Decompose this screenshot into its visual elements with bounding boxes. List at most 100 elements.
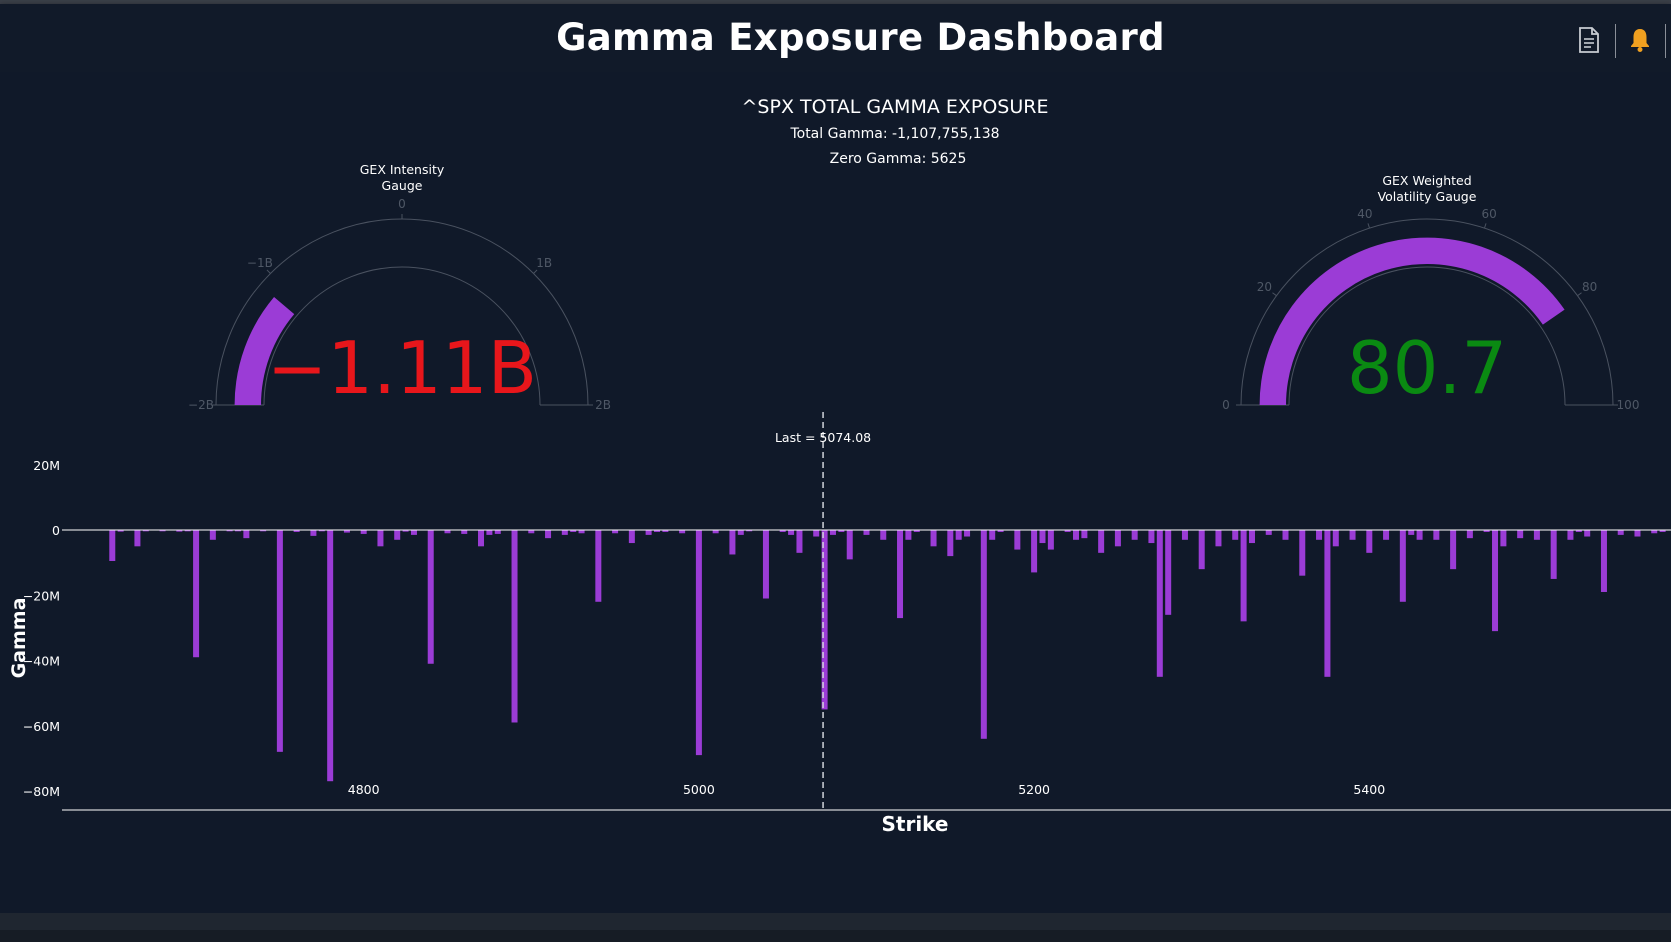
gamma-bar <box>1600 530 1607 592</box>
gamma-bar <box>209 530 216 540</box>
gauge-tick-label: 80 <box>1582 280 1597 294</box>
gauge-title-line2: Volatility Gauge <box>1378 189 1477 204</box>
gamma-bar <box>1156 530 1163 677</box>
gamma-bar <box>1081 530 1088 539</box>
gauge-tick-label: 2B <box>595 398 611 412</box>
x-tick-label: 5400 <box>1353 782 1385 797</box>
gamma-bar <box>1483 530 1490 532</box>
gamma-bar <box>964 530 971 537</box>
gamma-bar <box>1349 530 1356 540</box>
gauge-tick-label: −2B <box>188 398 214 412</box>
gamma-bar <box>377 530 384 547</box>
gamma-bar <box>176 530 183 532</box>
document-button[interactable] <box>1573 22 1605 58</box>
gamma-bar <box>1316 530 1323 540</box>
gamma-bar <box>494 530 501 534</box>
gamma-bar <box>427 530 434 664</box>
gamma-bar <box>595 530 602 602</box>
gamma-bar <box>989 530 996 540</box>
gamma-bar <box>737 530 744 535</box>
y-tick-label: −60M <box>23 719 60 734</box>
gauge-tick-label: 40 <box>1357 207 1372 221</box>
document-icon <box>1579 27 1599 53</box>
gamma-bar <box>1450 530 1457 570</box>
gamma-bar <box>394 530 401 540</box>
gauge-tick-label: 0 <box>1222 398 1230 412</box>
gamma-bar <box>846 530 853 560</box>
gamma-bar <box>1073 530 1080 540</box>
gamma-bar <box>1492 530 1499 632</box>
gamma-bar <box>863 530 870 535</box>
gamma-bar <box>880 530 887 540</box>
gamma-bar <box>662 530 669 532</box>
last-price-label: Last = 5074.08 <box>775 430 871 445</box>
gauge-value-bar <box>234 297 295 406</box>
gamma-bar <box>226 530 233 532</box>
gauge-value-text: −1.11B <box>267 326 537 410</box>
gamma-bar <box>955 530 962 540</box>
gamma-bar <box>980 530 987 739</box>
gamma-bar <box>260 530 267 532</box>
gamma-bar <box>1240 530 1247 622</box>
gamma-bar <box>1215 530 1222 547</box>
gauge-tick-label: 100 <box>1617 398 1640 412</box>
y-tick-label: 20M <box>33 458 60 473</box>
gamma-bar <box>1232 530 1239 540</box>
gauge-value-bar <box>1259 237 1565 406</box>
gamma-bar <box>679 530 686 534</box>
gex-intensity-gauge: GEX Intensity Gauge −2B −1B 0 1B 2B −1.11B <box>188 162 611 412</box>
x-tick-label: 5000 <box>683 782 715 797</box>
gamma-bar <box>327 530 334 782</box>
notifications-button[interactable] <box>1624 22 1656 58</box>
y-axis-label: Gamma <box>8 598 30 679</box>
gamma-bar <box>695 530 702 756</box>
gamma-bar <box>612 530 619 534</box>
gamma-bar <box>1408 530 1415 535</box>
gamma-bar <box>712 530 719 534</box>
gamma-bar <box>402 530 409 532</box>
gamma-bar <box>1399 530 1406 602</box>
gamma-bar <box>1098 530 1105 553</box>
gamma-bar <box>1181 530 1188 540</box>
gauge-tick-label: 60 <box>1481 207 1496 221</box>
gamma-bar <box>243 530 250 539</box>
dashboard-panel: ^SPX TOTAL GAMMA EXPOSURE Total Gamma: -… <box>0 72 1671 913</box>
y-tick-label: −20M <box>23 588 60 603</box>
gamma-bar <box>1584 530 1591 537</box>
gauge-tick <box>1367 223 1370 229</box>
gamma-bar <box>486 530 493 535</box>
gamma-bar <box>545 530 552 539</box>
gamma-bar <box>1659 530 1666 532</box>
gauge-tick-label: −1B <box>247 256 273 270</box>
gamma-chart: ^SPX TOTAL GAMMA EXPOSURE Total Gamma: -… <box>8 96 1671 836</box>
total-gamma-text: Total Gamma: -1,107,755,138 <box>789 126 999 142</box>
x-axis-label: Strike <box>881 812 948 836</box>
gamma-bar <box>360 530 367 534</box>
gamma-bar <box>134 530 141 547</box>
gamma-bar <box>1383 530 1390 540</box>
gauge-value-text: 80.7 <box>1347 326 1507 410</box>
summary-title: ^SPX TOTAL GAMMA EXPOSURE <box>742 96 1049 118</box>
footer-strip <box>0 930 1671 942</box>
bell-icon <box>1631 29 1649 52</box>
gamma-bar <box>913 530 920 532</box>
gamma-bar <box>1324 530 1331 677</box>
gamma-bar <box>1500 530 1507 547</box>
x-tick-label: 5200 <box>1018 782 1050 797</box>
gauge-outer-arc <box>1240 218 1614 406</box>
gamma-bar <box>1165 530 1172 615</box>
gamma-bar <box>653 530 660 532</box>
gamma-bar <box>947 530 954 557</box>
gamma-bar <box>628 530 635 544</box>
gamma-bar <box>1031 530 1038 573</box>
gex-volatility-gauge: GEX Weighted Volatility Gauge 0 20 40 60 80 1… <box>1222 173 1639 412</box>
gamma-bar <box>1466 530 1473 539</box>
gamma-bar-plot: 20M 0 −20M −40M −60M −80M 4800 5000 5200 5400 Last… <box>23 412 1671 811</box>
gamma-bar <box>796 530 803 553</box>
gamma-bar <box>905 530 912 540</box>
header-separator <box>1615 24 1616 58</box>
gamma-bar <box>109 530 116 561</box>
gamma-bar <box>1651 530 1658 534</box>
gamma-bar <box>1550 530 1557 579</box>
gauge-title-line1: GEX Intensity <box>360 162 445 177</box>
